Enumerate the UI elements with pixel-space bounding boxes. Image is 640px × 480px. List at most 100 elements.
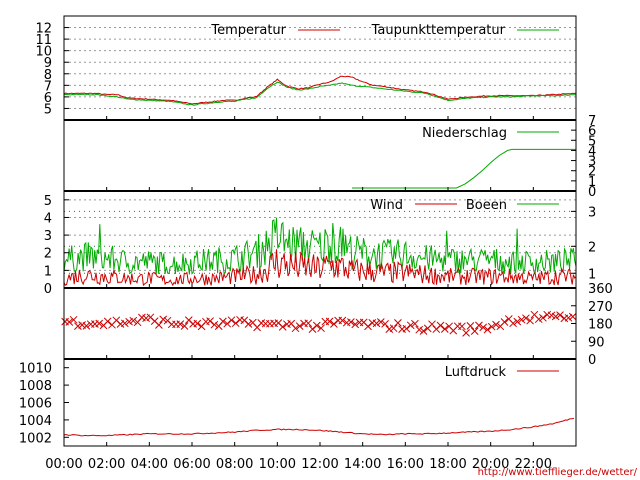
ytick-label-wind-0: 0 <box>44 282 52 297</box>
direction-marker <box>159 315 168 324</box>
legend-layer: Temperatur Taupunkttemperatur Niederschl… <box>210 23 559 380</box>
ytick-label-pressure-1010: 1010 <box>19 362 52 377</box>
direction-marker <box>568 312 577 321</box>
direction-marker <box>458 322 466 331</box>
direction-marker <box>193 319 202 328</box>
direction-marker <box>95 319 104 328</box>
ytick-right-label-wind-2: 2 <box>588 240 596 255</box>
direction-marker <box>103 317 112 326</box>
direction-marker <box>475 321 483 330</box>
direction-marker <box>372 319 381 328</box>
ytick-right-label-precipitation-3: 3 <box>588 155 596 170</box>
ytick-right-label-precipitation-6: 6 <box>588 124 596 139</box>
direction-marker <box>210 320 219 329</box>
direction-marker <box>176 320 185 328</box>
direction-marker <box>492 320 500 329</box>
direction-marker <box>227 316 236 325</box>
direction-marker <box>338 316 347 325</box>
direction-marker <box>155 321 163 329</box>
direction-marker <box>547 311 556 320</box>
series-line-wind <box>63 249 577 287</box>
ytick-label-temperature-10: 10 <box>35 45 52 60</box>
direction-marker <box>487 322 496 331</box>
direction-marker <box>419 327 428 335</box>
ytick-label-temperature-11: 11 <box>35 33 52 48</box>
direction-marker <box>479 323 488 332</box>
direction-marker <box>295 322 304 330</box>
legend-boeen-label: Boeen <box>466 198 507 213</box>
ytick-right-label-wind-direction-90: 90 <box>588 335 605 350</box>
ytick-right-label-precipitation-1: 1 <box>588 175 596 190</box>
direction-marker <box>129 316 138 325</box>
ytick-label-wind-3: 3 <box>44 229 52 244</box>
direction-marker <box>394 319 402 327</box>
credit-link[interactable]: http://www.tiefflieger.de/wetter/ <box>478 467 638 478</box>
direction-marker <box>415 325 424 334</box>
ytick-label-pressure-1008: 1008 <box>19 379 52 394</box>
direction-marker <box>462 329 470 337</box>
direction-marker <box>551 312 560 321</box>
direction-marker <box>509 319 517 328</box>
direction-marker <box>231 319 240 328</box>
direction-marker <box>436 321 445 330</box>
legend-temperatur-label: Temperatur <box>210 23 286 38</box>
axis-layer: 5678910111201234567012345123090180270360… <box>19 15 613 472</box>
legend-taupunkttemperatur-label: Taupunkttemperatur <box>371 23 506 38</box>
xtick-label-20: 20:00 <box>472 457 509 472</box>
direction-marker <box>325 317 334 326</box>
direction-marker <box>291 324 300 333</box>
ytick-label-wind-4: 4 <box>44 211 52 226</box>
ytick-right-label-wind-direction-270: 270 <box>588 300 613 315</box>
direction-marker <box>364 322 372 331</box>
ytick-label-temperature-7: 7 <box>44 79 52 94</box>
ytick-right-label-precipitation-4: 4 <box>588 144 596 159</box>
direction-marker <box>564 313 573 322</box>
ytick-label-temperature-6: 6 <box>44 91 52 106</box>
ytick-label-wind-1: 1 <box>44 264 52 279</box>
ytick-label-pressure-1002: 1002 <box>19 431 52 446</box>
ytick-label-temperature-9: 9 <box>44 56 52 71</box>
xtick-label-6: 06:00 <box>173 457 210 472</box>
ytick-label-pressure-1006: 1006 <box>19 397 52 412</box>
direction-marker <box>466 322 475 330</box>
direction-marker <box>389 324 398 333</box>
xtick-label-16: 16:00 <box>387 457 424 472</box>
direction-marker <box>534 315 543 324</box>
xtick-label-18: 18:00 <box>429 457 466 472</box>
ytick-right-label-wind-1: 1 <box>588 267 596 282</box>
direction-marker <box>312 321 321 330</box>
series-line-boeen <box>63 217 577 275</box>
legend-luftdruck-label: Luftdruck <box>445 365 507 380</box>
ytick-right-label-precipitation-0: 0 <box>588 185 596 200</box>
xtick-label-22: 22:00 <box>515 457 552 472</box>
ytick-label-temperature-8: 8 <box>44 68 52 83</box>
ytick-right-label-wind-direction-180: 180 <box>588 318 613 333</box>
ytick-label-wind-2: 2 <box>44 247 52 262</box>
xtick-label-14: 14:00 <box>344 457 381 472</box>
direction-marker <box>513 317 522 326</box>
ytick-label-wind-5: 5 <box>44 194 52 209</box>
ytick-right-label-wind-3: 3 <box>588 205 596 220</box>
direction-marker <box>82 322 91 330</box>
direction-marker <box>470 327 479 335</box>
direction-marker <box>180 322 189 330</box>
ytick-right-label-wind-direction-0: 0 <box>588 353 596 368</box>
xtick-label-12: 12:00 <box>301 457 338 472</box>
direction-marker <box>223 319 232 328</box>
series-line-niederschlag <box>352 148 576 189</box>
xtick-label-4: 04:00 <box>131 457 168 472</box>
ytick-right-label-wind-direction-360: 360 <box>588 282 613 297</box>
xtick-label-8: 08:00 <box>216 457 253 472</box>
ytick-right-label-precipitation-2: 2 <box>588 165 596 180</box>
direction-marker <box>219 317 227 326</box>
direction-marker <box>411 319 419 328</box>
direction-marker <box>376 318 385 326</box>
direction-marker <box>556 311 564 319</box>
ytick-right-label-precipitation-5: 5 <box>588 134 596 149</box>
direction-marker <box>317 324 325 333</box>
ytick-label-pressure-1004: 1004 <box>19 414 52 429</box>
direction-marker <box>539 313 547 322</box>
direction-marker <box>120 319 129 328</box>
direction-marker <box>402 324 411 333</box>
